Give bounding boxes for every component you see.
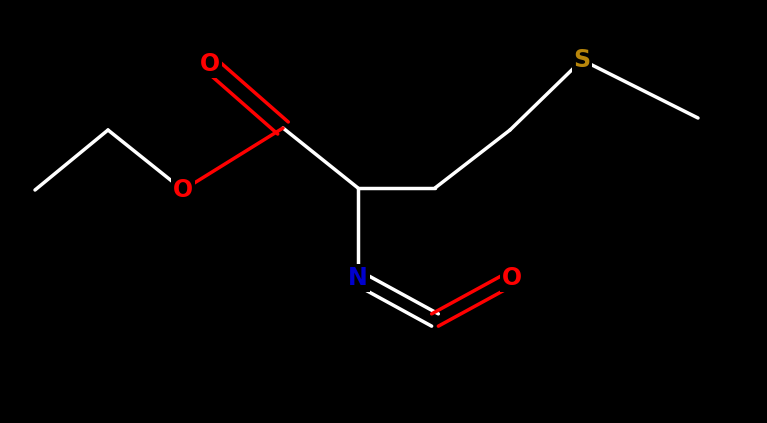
Text: S: S — [574, 48, 591, 72]
Text: O: O — [173, 178, 193, 202]
Text: O: O — [200, 52, 220, 76]
Text: N: N — [348, 266, 368, 290]
Text: O: O — [502, 266, 522, 290]
